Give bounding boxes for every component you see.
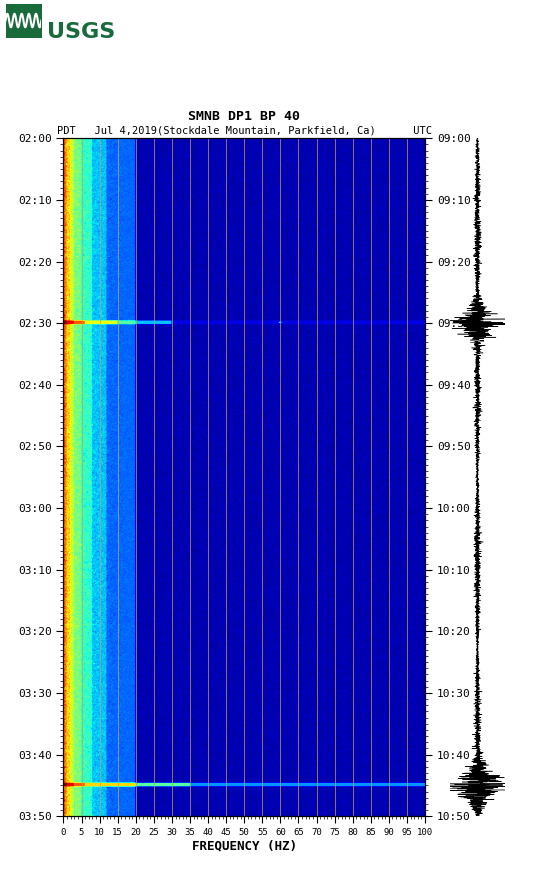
Text: PDT   Jul 4,2019(Stockdale Mountain, Parkfield, Ca)      UTC: PDT Jul 4,2019(Stockdale Mountain, Parkf… xyxy=(57,126,432,136)
Text: USGS: USGS xyxy=(47,22,115,42)
X-axis label: FREQUENCY (HZ): FREQUENCY (HZ) xyxy=(192,839,297,853)
Text: SMNB DP1 BP 40: SMNB DP1 BP 40 xyxy=(188,110,300,123)
